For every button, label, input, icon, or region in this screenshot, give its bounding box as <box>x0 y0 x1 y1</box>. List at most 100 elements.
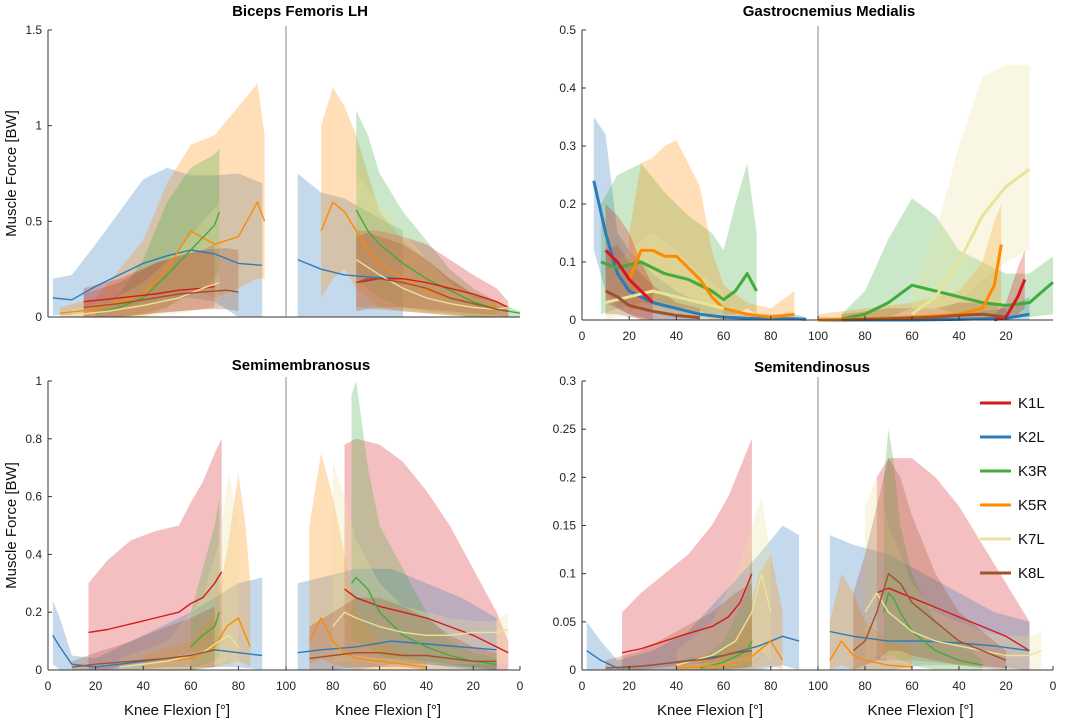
panel-1: Gastrocnemius Medialis 0 0.1 0.2 0.3 0.4 0.5 0 2… <box>559 3 1054 343</box>
band-K5R-left <box>143 473 251 670</box>
line-K3R-left <box>600 260 758 302</box>
chart-title: Gastrocnemius Medialis <box>743 3 916 20</box>
legend-label-K8L: K8L <box>1018 565 1045 582</box>
line-K1L-left <box>88 571 223 634</box>
x-axis-label-right: Knee Flexion [°] <box>335 702 441 719</box>
x-tick-label: 0 <box>517 679 524 693</box>
x-tick-label: 0 <box>45 679 52 693</box>
band-K7L-right <box>865 477 1042 670</box>
line-K8L-left <box>71 649 215 668</box>
x-tick-label: 40 <box>420 679 434 693</box>
band-K3R-right <box>351 381 497 670</box>
y-tick-label: 0 <box>35 310 42 324</box>
band-K1L-right <box>876 458 1030 670</box>
line-K7L-right <box>911 167 1031 316</box>
x-tick-label: 20 <box>999 329 1013 343</box>
y-tick-label: 0.4 <box>25 547 42 561</box>
legend-label-K7L: K7L <box>1018 531 1045 548</box>
x-tick-label: 40 <box>137 679 151 693</box>
line-K8L-right <box>852 573 1007 662</box>
x-tick-label: 20 <box>999 679 1013 693</box>
line-K3R-right <box>841 281 1054 321</box>
band-K2L-right <box>829 535 1030 670</box>
y-tick-label: 0.5 <box>559 23 576 37</box>
band-K7L-left <box>119 473 239 670</box>
line-K8L-left <box>605 650 752 669</box>
legend-label-K3R: K3R <box>1018 463 1047 480</box>
y-tick-label: 0.2 <box>559 470 576 484</box>
line-K5R-left <box>676 640 784 669</box>
band-K1L-right <box>356 230 509 317</box>
line-K8L-right <box>309 652 497 662</box>
x-tick-label: 40 <box>670 329 684 343</box>
x-tick-label: 60 <box>905 329 919 343</box>
band-K3R-left <box>700 554 752 670</box>
x-tick-label: 80 <box>764 329 778 343</box>
y-axis-label: Muscle Force [BW] <box>3 110 20 237</box>
line-K8L-right <box>355 278 509 312</box>
line-K8L-right <box>841 312 1007 322</box>
band-K3R-left <box>190 496 220 670</box>
x-axis-label-left: Knee Flexion [°] <box>124 702 230 719</box>
line-K7L-left <box>605 289 724 310</box>
y-tick-label: 0.3 <box>559 374 576 388</box>
x-tick-label: 20 <box>467 679 481 693</box>
band-K2L-left <box>586 525 800 670</box>
band-K1L-left <box>622 438 752 670</box>
x-tick-label: 40 <box>670 679 684 693</box>
x-tick-label: 0 <box>579 329 586 343</box>
x-axis-label-right: Knee Flexion [°] <box>867 702 973 719</box>
line-K3R-left <box>95 211 221 314</box>
line-K3R-left <box>190 611 221 648</box>
x-tick-label: 80 <box>232 679 246 693</box>
y-tick-label: 0.5 <box>25 214 42 228</box>
line-K1L-right <box>344 588 509 654</box>
band-K5R-right <box>321 87 497 318</box>
y-tick-label: 0 <box>35 663 42 677</box>
line-K1L-left <box>621 573 753 654</box>
band-K7L-left <box>676 496 771 670</box>
x-tick-label: 0 <box>1050 679 1057 693</box>
band-K8L-right <box>356 232 509 317</box>
y-tick-label: 0.25 <box>553 422 577 436</box>
legend: K1L K2L K3R K5R K7L K8L <box>980 395 1047 582</box>
x-tick-label: 80 <box>326 679 340 693</box>
y-tick-label: 1 <box>35 119 42 133</box>
x-tick-label: 100 <box>808 679 828 693</box>
legend-label-K2L: K2L <box>1018 429 1045 446</box>
chart-title: Semitendinosus <box>754 359 870 376</box>
x-tick-label: 80 <box>858 679 872 693</box>
x-tick-label: 100 <box>808 329 828 343</box>
x-tick-label: 60 <box>905 679 919 693</box>
band-K2L-left <box>52 167 263 317</box>
y-tick-label: 0.6 <box>25 490 42 504</box>
line-K2L-left <box>52 634 263 668</box>
band-K1L-right <box>344 438 509 670</box>
y-tick-label: 0.2 <box>559 197 576 211</box>
band-K2L-right <box>297 568 497 670</box>
band-K1L-right <box>994 250 1025 320</box>
line-K7L-right <box>332 611 509 636</box>
band-K7L-right <box>332 461 509 665</box>
y-tick-label: 1 <box>35 374 42 388</box>
y-tick-label: 0.4 <box>559 81 576 95</box>
line-K2L-left <box>52 249 263 301</box>
y-axis-label: Muscle Force [BW] <box>3 462 20 589</box>
x-tick-label: 40 <box>952 329 966 343</box>
y-tick-label: 0.3 <box>559 139 576 153</box>
line-K5R-left <box>143 617 251 665</box>
panel-3: Semitendinosus 0 0.05 0.1 0.15 0.2 0.25 0.3 0 20 4… <box>553 359 1057 719</box>
line-K2L-right <box>297 258 404 280</box>
band-K8L-left <box>83 248 239 317</box>
x-tick-label: 80 <box>858 329 872 343</box>
x-tick-label: 20 <box>89 679 103 693</box>
line-K7L-left <box>119 634 239 668</box>
band-K2L-left <box>593 117 807 320</box>
band-K1L-left <box>88 438 222 670</box>
legend-label-K5R: K5R <box>1018 497 1047 514</box>
y-tick-label: 0.1 <box>559 567 576 581</box>
x-tick-label: 0 <box>579 679 586 693</box>
y-tick-label: 0.2 <box>25 605 42 619</box>
x-tick-label: 60 <box>373 679 387 693</box>
